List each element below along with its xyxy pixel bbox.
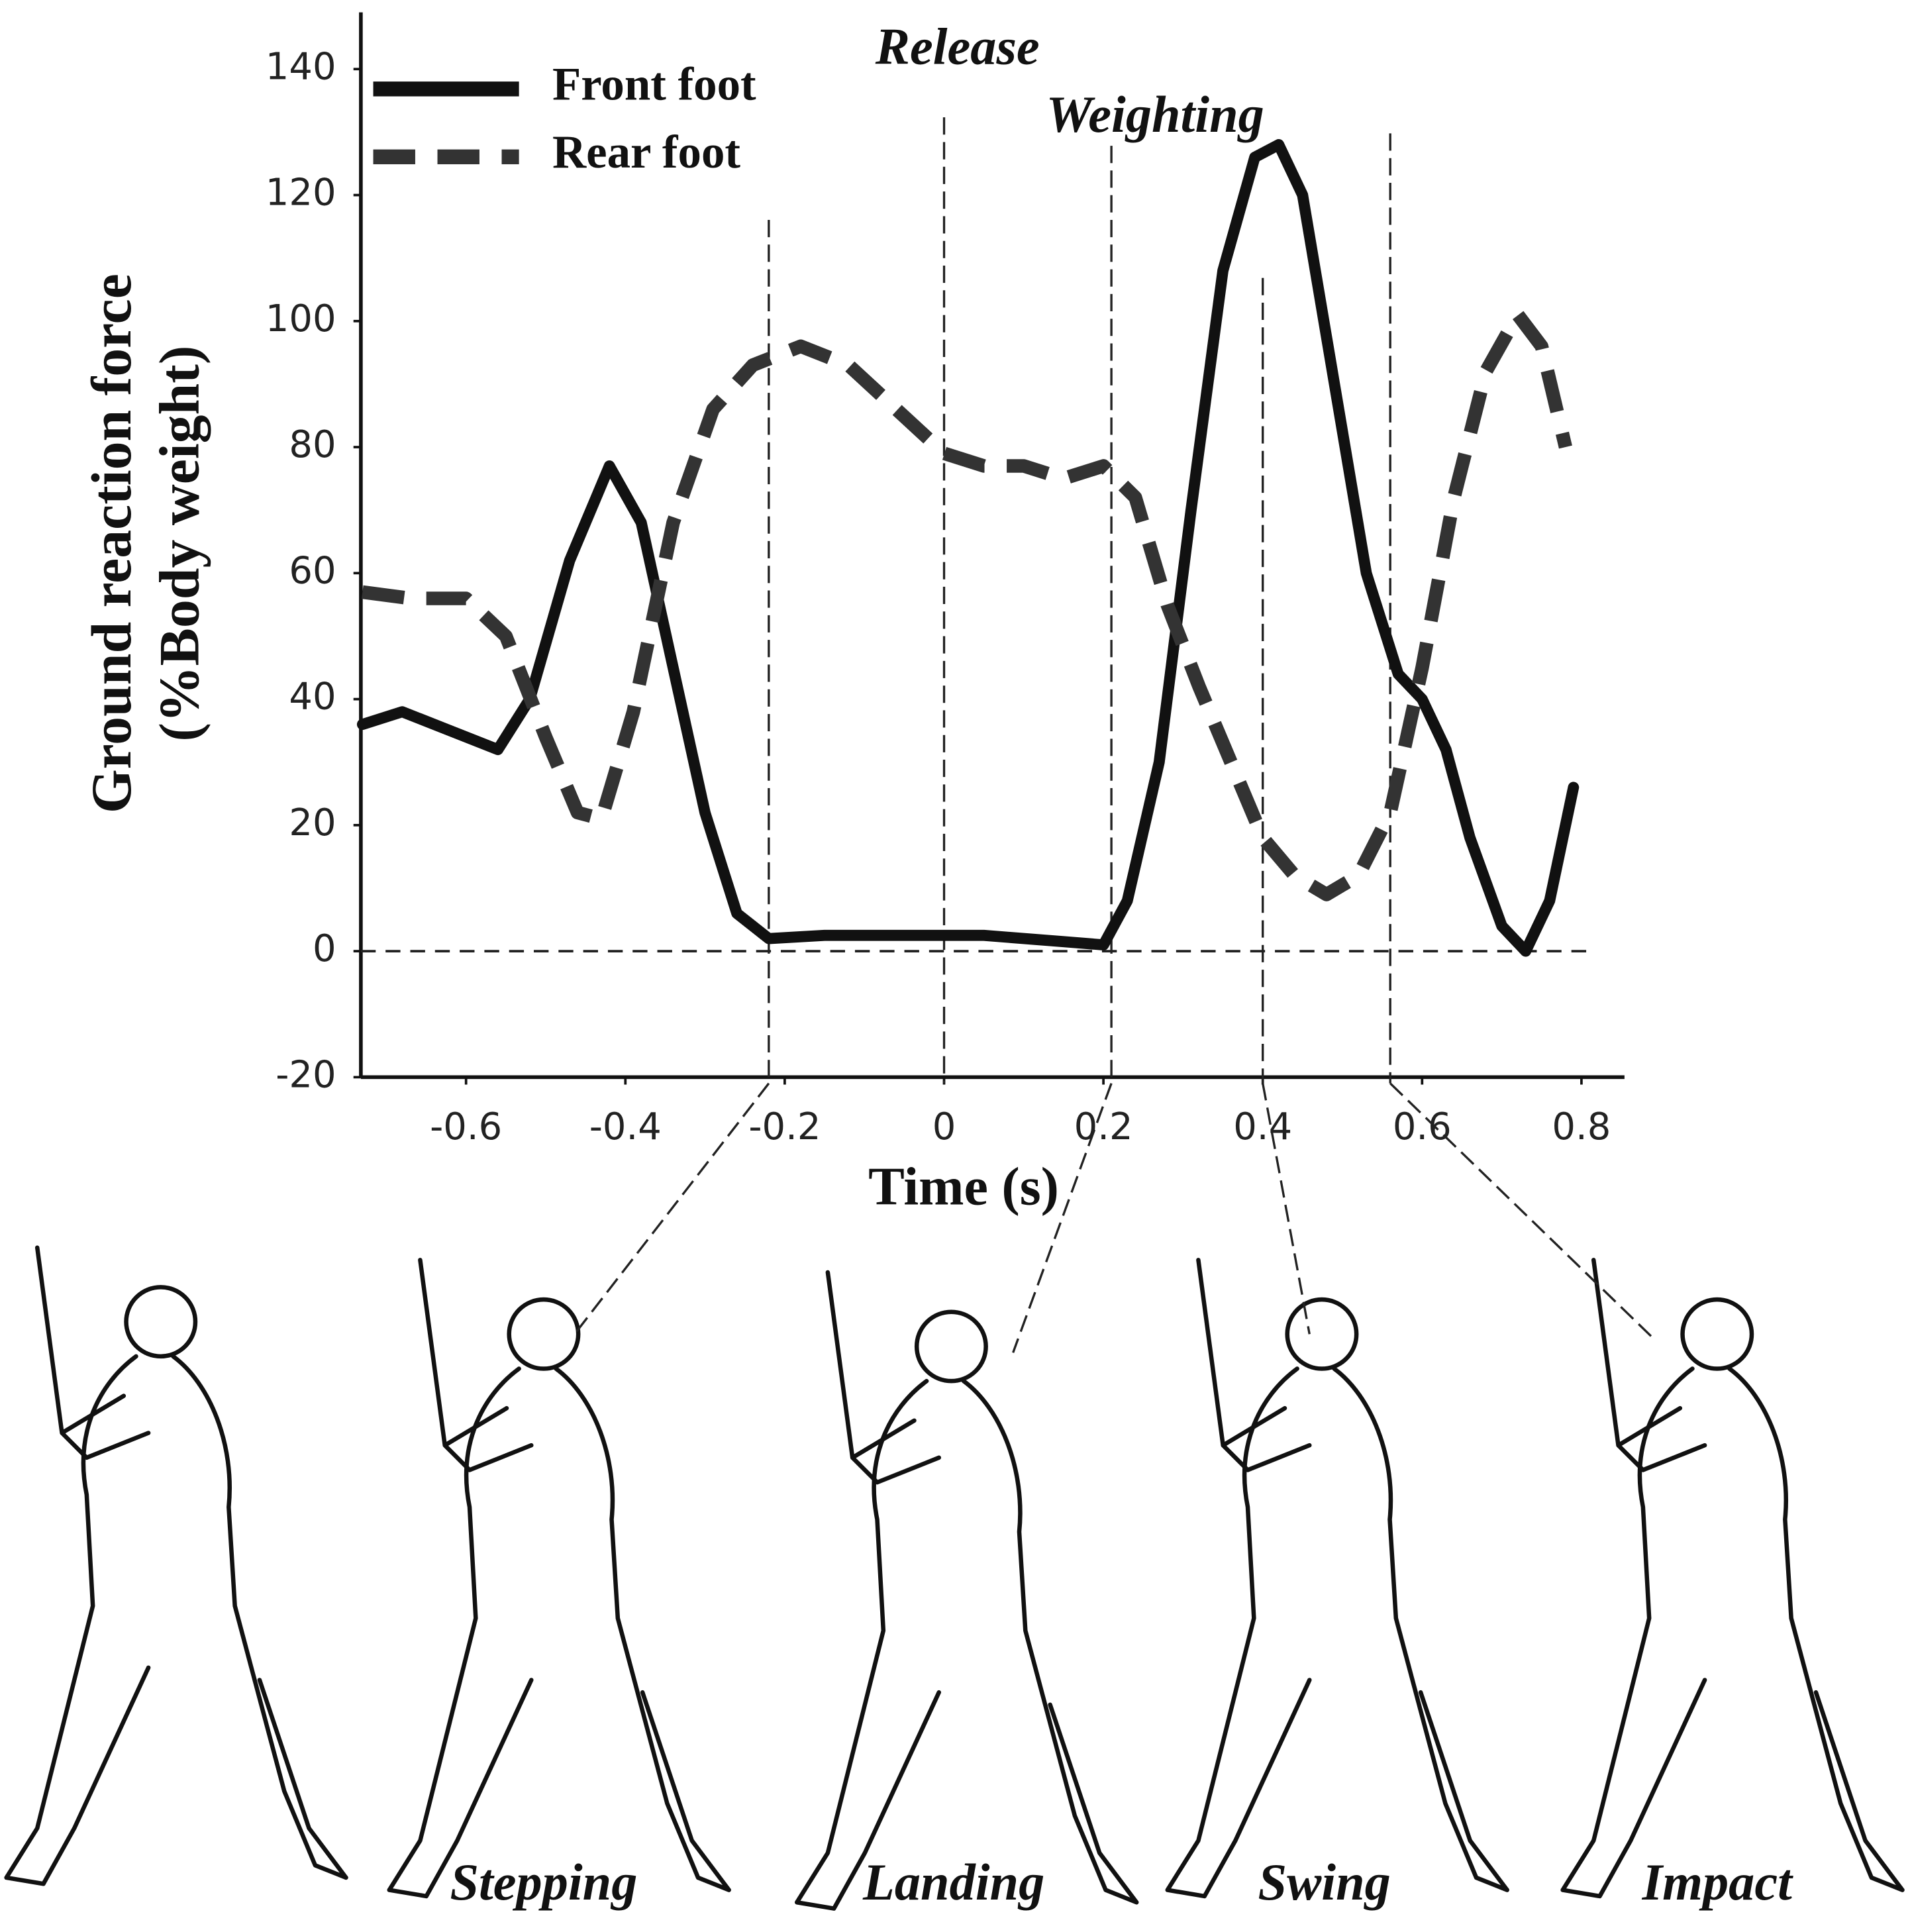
y-axis-title: (%Body weight) xyxy=(148,346,211,742)
y-tick-label: 40 xyxy=(289,676,336,719)
series-line xyxy=(356,139,1580,957)
batter-figure xyxy=(1563,1260,1903,1896)
phase-label: Swing xyxy=(1258,1853,1391,1911)
x-tick-label: 0.6 xyxy=(1393,1105,1452,1148)
batter-figure xyxy=(1168,1260,1507,1896)
phase-connector xyxy=(1012,1083,1113,1353)
y-tick-label: 20 xyxy=(289,801,336,844)
y-tick-label: 0 xyxy=(313,927,336,970)
y-tick-label: 140 xyxy=(266,45,336,88)
phase-label: Stepping xyxy=(450,1853,637,1911)
legend-label: Front foot xyxy=(552,59,756,111)
x-tick-label: -0.4 xyxy=(589,1105,662,1148)
batter-figure xyxy=(797,1272,1136,1909)
phase-label: Landing xyxy=(862,1853,1044,1911)
batter-illustrations xyxy=(7,1248,1903,1909)
legend-label: Rear foot xyxy=(552,127,740,178)
x-tick-label: 0.2 xyxy=(1074,1105,1133,1148)
annotation: Weighting xyxy=(1046,85,1264,143)
phase-connector xyxy=(1389,1082,1656,1341)
y-axis-title: Ground reaction force xyxy=(80,274,143,813)
y-tick-label: 80 xyxy=(289,423,336,466)
y-tick-label: 100 xyxy=(266,297,336,340)
x-tick-label: 0 xyxy=(932,1105,956,1148)
y-tick-label: 120 xyxy=(266,172,336,215)
x-tick-label: 0.8 xyxy=(1552,1105,1611,1148)
x-tick-label: -0.2 xyxy=(748,1105,821,1148)
x-tick-label: -0.6 xyxy=(430,1105,502,1148)
batter-figure xyxy=(7,1248,346,1884)
y-tick-label: 60 xyxy=(289,549,336,592)
batter-figure xyxy=(389,1260,729,1896)
phase-label: Impact xyxy=(1642,1853,1794,1911)
phase-connector xyxy=(574,1082,770,1335)
x-tick-label: 0.4 xyxy=(1233,1105,1292,1148)
phase-connector xyxy=(1262,1083,1311,1335)
series-line xyxy=(361,307,1572,901)
y-tick-label: -20 xyxy=(276,1053,336,1096)
x-axis-title: Time (s) xyxy=(868,1156,1059,1217)
phase-label: Release xyxy=(875,17,1040,75)
